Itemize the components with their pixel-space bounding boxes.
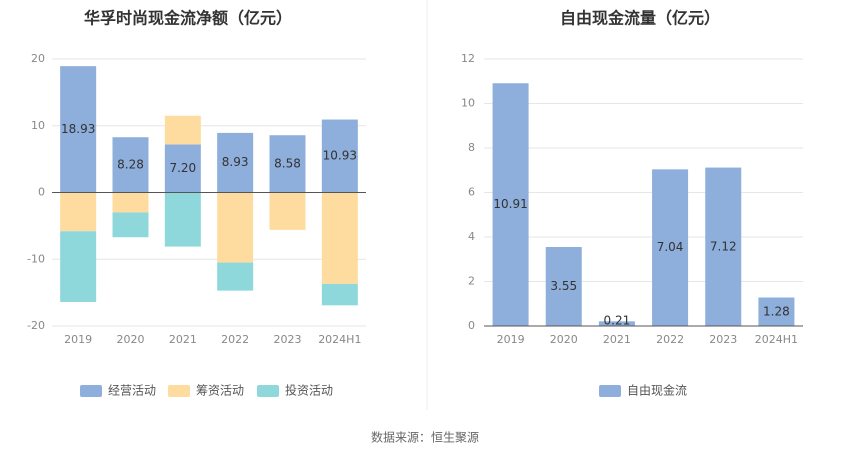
left-bar-segment bbox=[112, 137, 149, 193]
left-bar-segment bbox=[321, 192, 358, 284]
right-chart-title: 自由现金流量（亿元） bbox=[560, 9, 720, 28]
right-data-label: 7.04 bbox=[657, 240, 684, 254]
left-y-tick-label: -20 bbox=[27, 319, 45, 332]
left-bar-segment bbox=[112, 212, 149, 238]
left-legend-label: 经营活动 bbox=[108, 384, 156, 398]
left-bar-segment bbox=[112, 192, 149, 213]
right-x-tick-label: 2021 bbox=[603, 333, 631, 346]
left-x-tick-label: 2019 bbox=[64, 333, 92, 346]
right-data-label: 10.91 bbox=[493, 197, 527, 211]
left-bar-segment bbox=[60, 66, 97, 193]
right-y-tick-label: 12 bbox=[461, 52, 475, 65]
right-legend-swatch bbox=[599, 385, 621, 397]
left-bar-segment bbox=[60, 231, 97, 302]
left-bar-segment bbox=[217, 262, 254, 291]
right-bar bbox=[758, 297, 795, 326]
left-bar-segment bbox=[217, 192, 254, 263]
left-data-label: 7.20 bbox=[169, 161, 196, 175]
left-legend-swatch bbox=[168, 385, 190, 397]
right-y-tick-label: 6 bbox=[468, 186, 475, 199]
left-bar-segment bbox=[269, 135, 306, 193]
left-x-tick-label: 2024H1 bbox=[318, 333, 361, 346]
right-data-label: 3.55 bbox=[550, 279, 577, 293]
left-legend-swatch bbox=[257, 385, 279, 397]
left-bar-segment bbox=[164, 115, 201, 145]
right-bar bbox=[652, 169, 689, 326]
left-x-tick-label: 2021 bbox=[169, 333, 197, 346]
left-legend-label: 筹资活动 bbox=[196, 384, 244, 398]
left-y-tick-label: 0 bbox=[38, 186, 45, 199]
left-chart-title: 华孚时尚现金流净额（亿元） bbox=[84, 9, 292, 28]
left-legend-label: 投资活动 bbox=[285, 383, 333, 398]
left-y-tick-label: 20 bbox=[31, 52, 45, 65]
left-bar-segment bbox=[60, 192, 97, 232]
right-data-label: 1.28 bbox=[763, 304, 790, 318]
left-data-label: 18.93 bbox=[61, 122, 95, 136]
right-x-tick-label: 2020 bbox=[550, 333, 578, 346]
left-x-tick-label: 2023 bbox=[274, 333, 302, 346]
left-data-label: 8.58 bbox=[274, 156, 301, 170]
left-bar-segment bbox=[164, 192, 201, 247]
left-data-label: 8.28 bbox=[117, 157, 144, 171]
right-x-tick-label: 2022 bbox=[656, 333, 684, 346]
right-y-tick-label: 2 bbox=[468, 275, 475, 288]
right-bar bbox=[598, 321, 635, 326]
left-data-label: 8.93 bbox=[222, 155, 249, 169]
right-bar bbox=[705, 167, 742, 326]
left-bar-segment bbox=[321, 119, 358, 193]
right-y-tick-label: 0 bbox=[468, 319, 475, 332]
left-bar-segment bbox=[164, 144, 201, 193]
right-bar bbox=[492, 83, 529, 326]
right-data-label: 7.12 bbox=[710, 239, 737, 253]
right-x-tick-label: 2023 bbox=[709, 333, 737, 346]
source-note: 数据来源：恒生聚源 bbox=[371, 430, 479, 445]
left-x-tick-label: 2022 bbox=[221, 333, 249, 346]
left-x-tick-label: 2020 bbox=[117, 333, 145, 346]
right-legend-label: 自由现金流 bbox=[627, 383, 687, 398]
right-y-tick-label: 4 bbox=[468, 230, 475, 243]
left-legend-swatch bbox=[80, 385, 102, 397]
right-bar bbox=[545, 247, 582, 326]
left-bar-segment bbox=[269, 192, 306, 230]
right-y-tick-label: 8 bbox=[468, 141, 475, 154]
left-bar-segment bbox=[217, 132, 254, 193]
left-bar-segment bbox=[321, 283, 358, 306]
right-x-tick-label: 2019 bbox=[497, 333, 525, 346]
left-y-tick-label: 10 bbox=[31, 119, 45, 132]
left-data-label: 10.93 bbox=[323, 149, 357, 163]
left-y-tick-label: -10 bbox=[27, 252, 45, 265]
right-y-tick-label: 10 bbox=[461, 97, 475, 110]
right-x-tick-label: 2024H1 bbox=[755, 333, 798, 346]
right-data-label: 0.21 bbox=[604, 314, 631, 328]
